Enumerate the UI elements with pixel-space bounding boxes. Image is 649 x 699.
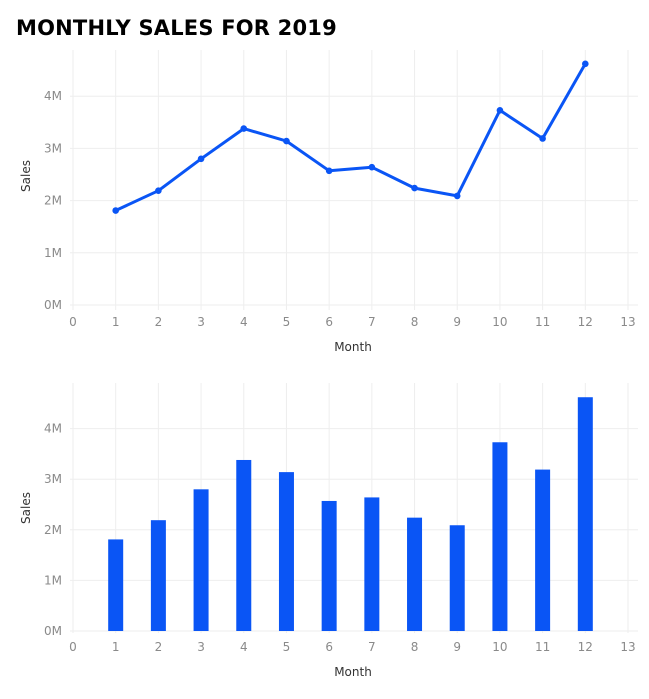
x-tick-label: 5	[283, 640, 291, 654]
x-tick-label: 13	[620, 315, 635, 329]
x-tick-label: 12	[578, 315, 593, 329]
data-point	[582, 60, 589, 68]
x-tick-label: 7	[368, 640, 376, 654]
data-point	[197, 155, 205, 163]
y-tick-label: 0M	[44, 298, 62, 312]
data-point	[283, 137, 290, 145]
series-line	[115, 63, 587, 212]
x-axis-label: Month	[334, 665, 372, 679]
x-tick-label: 0	[69, 640, 77, 654]
bar	[449, 525, 465, 631]
data-point	[155, 187, 162, 194]
x-tick-label: 10	[492, 315, 507, 329]
x-tick-label: 7	[368, 315, 376, 329]
x-tick-label: 9	[453, 315, 461, 329]
x-tick-label: 3	[197, 640, 205, 654]
bar	[535, 469, 551, 631]
bar	[150, 520, 166, 631]
data-point	[539, 135, 546, 142]
x-tick-label: 1	[112, 640, 120, 654]
data-point	[240, 125, 248, 132]
y-tick-label: 2M	[44, 523, 62, 537]
x-tick-label: 9	[453, 640, 461, 654]
bar	[193, 489, 209, 631]
x-tick-label: 4	[240, 315, 248, 329]
x-tick-label: 8	[411, 315, 419, 329]
y-tick-label: 3M	[44, 472, 62, 486]
data-point	[453, 192, 461, 200]
x-tick-label: 5	[283, 315, 291, 329]
y-tick-label: 1M	[44, 573, 62, 587]
bar	[364, 497, 380, 631]
data-point	[325, 167, 333, 175]
y-tick-label: 3M	[44, 141, 62, 155]
x-tick-label: 4	[240, 640, 248, 654]
x-tick-label: 2	[155, 315, 163, 329]
y-tick-label: 1M	[44, 246, 62, 260]
x-tick-label: 2	[155, 640, 163, 654]
data-point	[112, 207, 119, 214]
x-tick-label: 12	[578, 640, 593, 654]
x-tick-label: 3	[197, 315, 205, 329]
data-point	[368, 163, 376, 171]
bar	[236, 459, 252, 631]
y-tick-label: 0M	[44, 624, 62, 638]
y-tick-label: 4M	[44, 422, 62, 436]
x-tick-label: 1	[112, 315, 120, 329]
data-point	[411, 184, 418, 192]
bar	[321, 500, 337, 631]
x-axis-label: Month	[334, 340, 372, 354]
y-tick-label: 4M	[44, 89, 62, 103]
x-tick-label: 11	[535, 315, 550, 329]
data-point	[496, 106, 504, 114]
y-tick-label: 2M	[44, 194, 62, 208]
y-axis-label: Sales	[19, 492, 33, 524]
bar	[278, 472, 294, 631]
x-tick-label: 10	[492, 640, 507, 654]
x-tick-label: 6	[325, 640, 333, 654]
x-tick-label: 8	[411, 640, 419, 654]
chart-title: MONTHLY SALES FOR 2019	[16, 16, 337, 40]
y-axis-label: Sales	[19, 160, 33, 192]
bar	[108, 539, 124, 631]
x-tick-label: 6	[325, 315, 333, 329]
bar	[407, 517, 423, 631]
x-tick-label: 11	[535, 640, 550, 654]
x-tick-label: 0	[69, 315, 77, 329]
x-tick-label: 13	[620, 640, 635, 654]
bar	[492, 442, 508, 631]
bar	[577, 397, 593, 631]
